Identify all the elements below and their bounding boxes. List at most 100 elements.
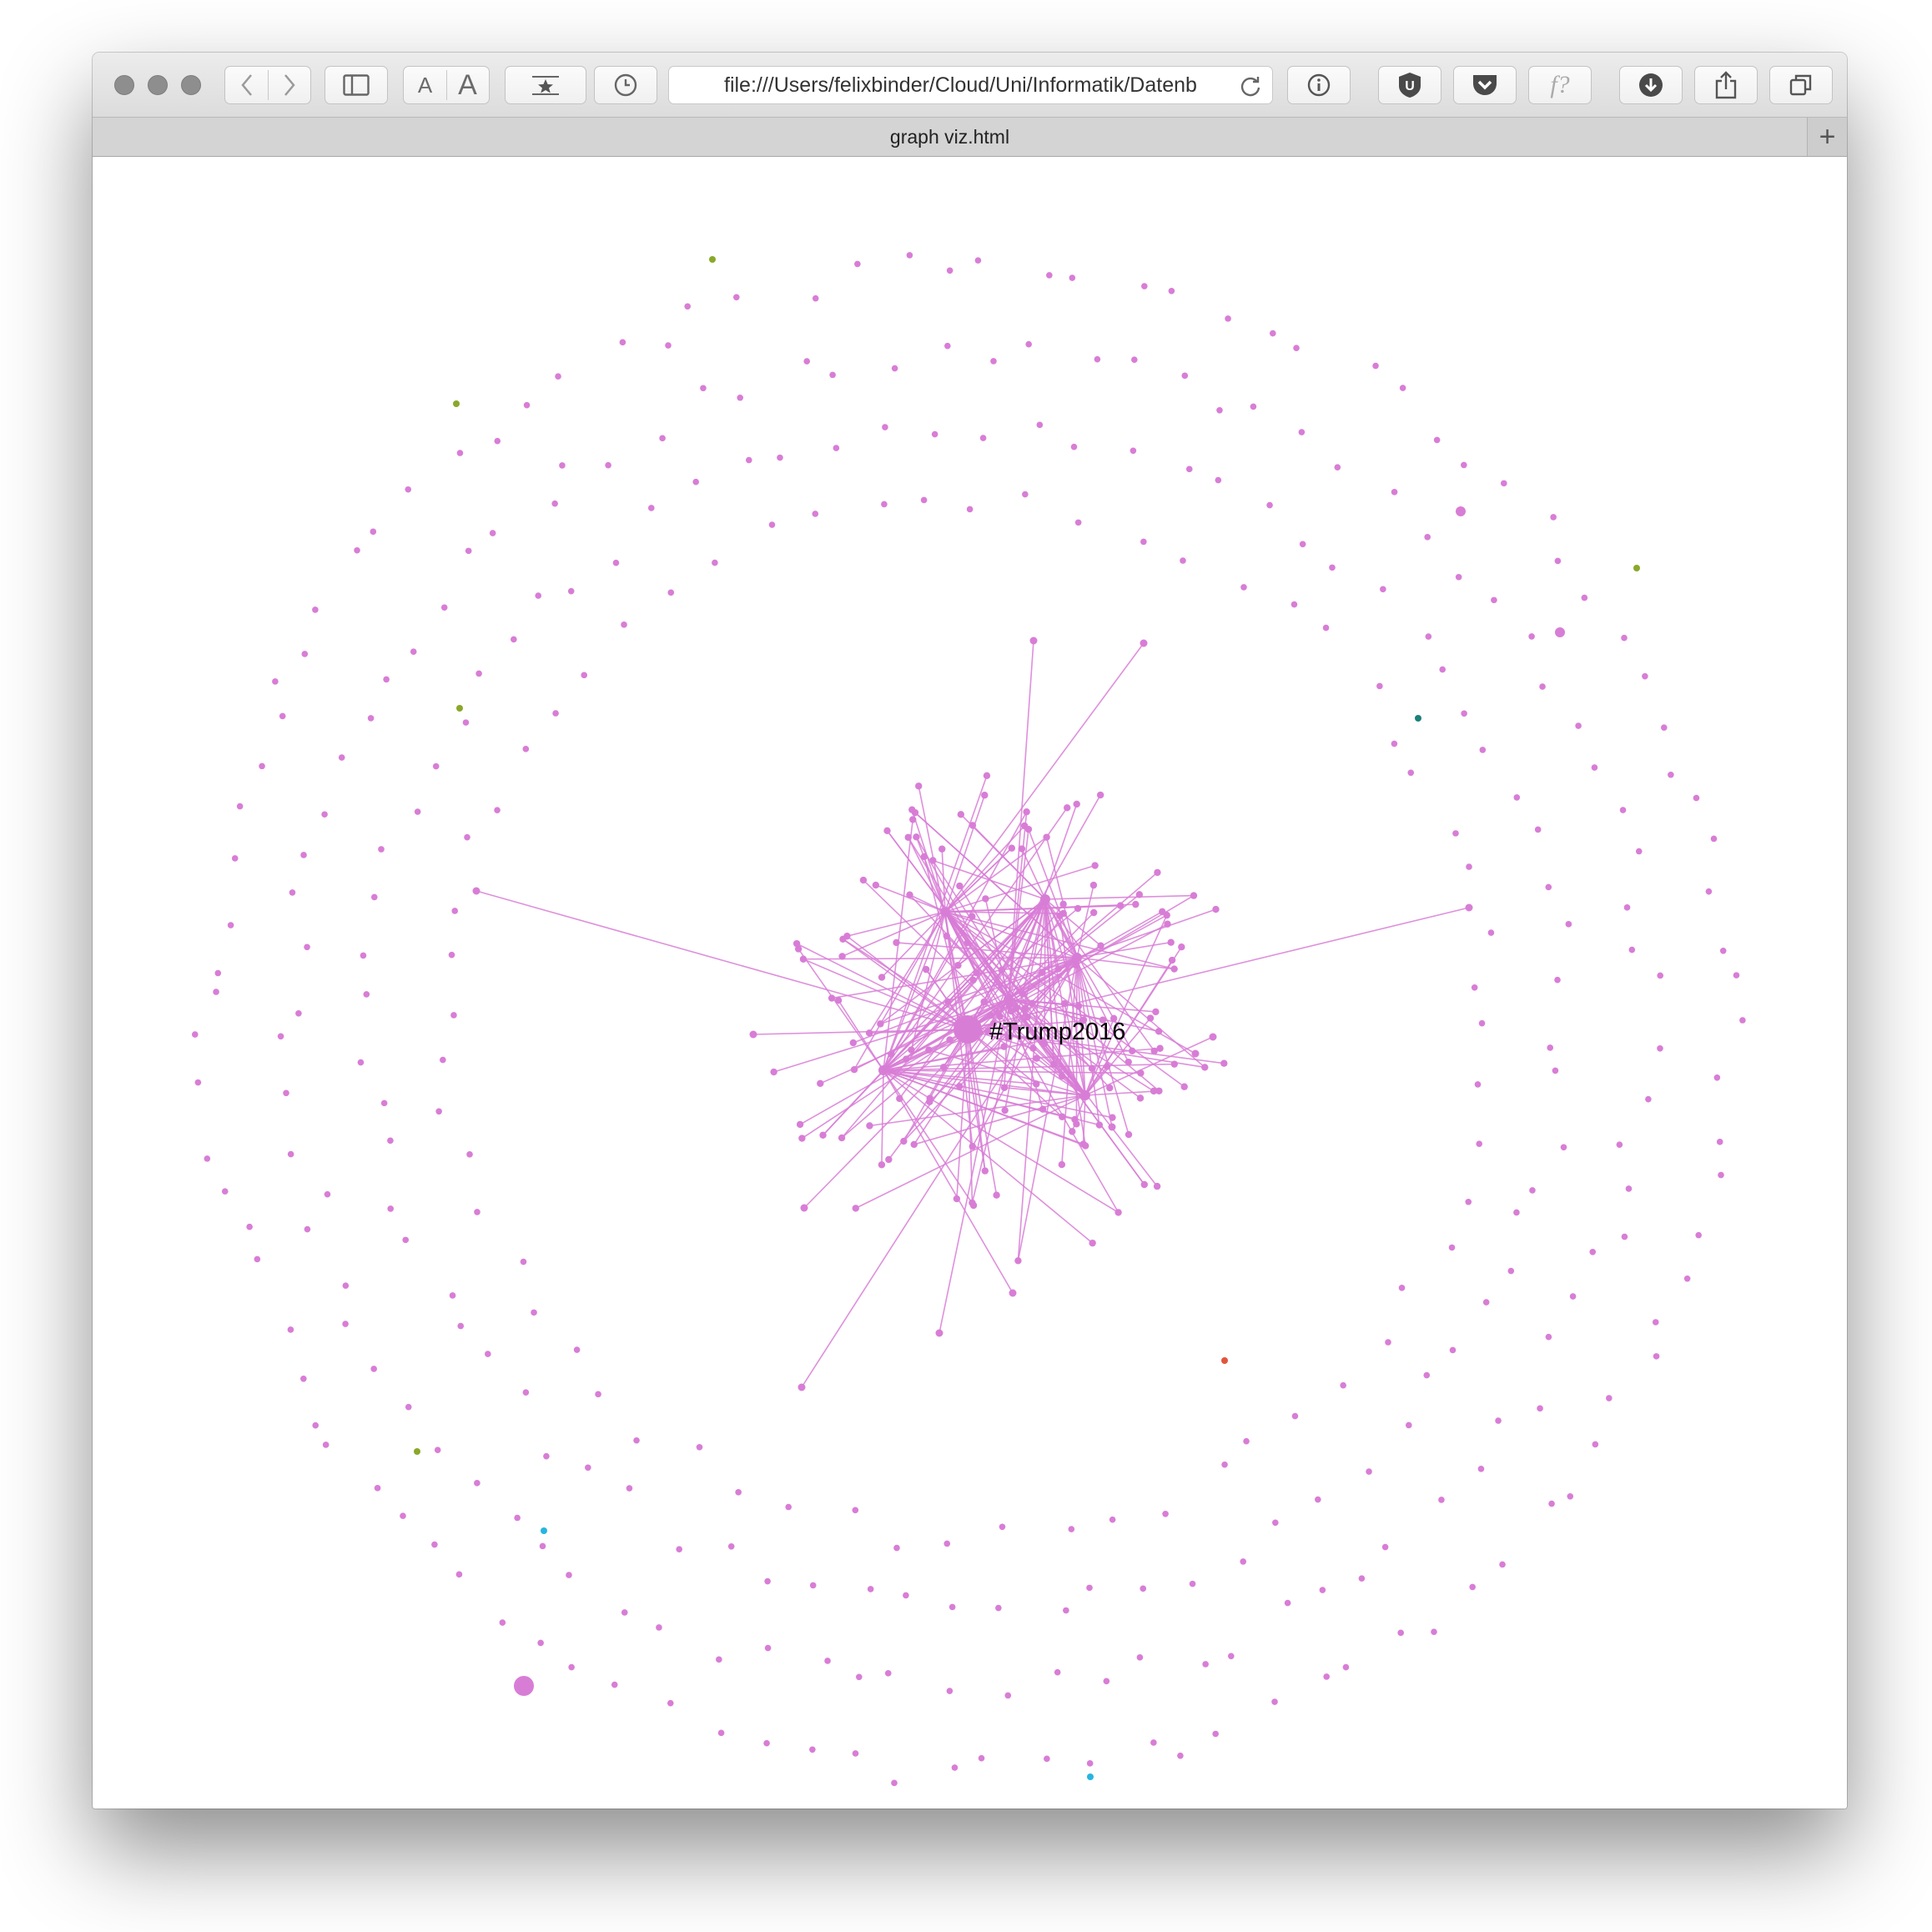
graph-node[interactable] bbox=[1156, 1044, 1164, 1052]
graph-node[interactable] bbox=[973, 969, 980, 977]
graph-node[interactable] bbox=[535, 592, 542, 599]
graph-node[interactable] bbox=[906, 891, 913, 898]
graph-node[interactable] bbox=[904, 833, 912, 841]
graph-node[interactable] bbox=[387, 1137, 394, 1145]
graph-node[interactable] bbox=[1109, 1516, 1116, 1523]
graph-node[interactable] bbox=[1657, 1044, 1663, 1052]
graph-node[interactable] bbox=[1645, 1095, 1652, 1103]
graph-node[interactable] bbox=[908, 1046, 915, 1054]
graph-node[interactable] bbox=[881, 501, 888, 508]
graph-node[interactable] bbox=[1507, 1267, 1515, 1275]
graph-node[interactable] bbox=[1461, 710, 1467, 717]
graph-node[interactable] bbox=[980, 998, 988, 1006]
graph-node[interactable] bbox=[626, 1485, 633, 1492]
graph-node[interactable] bbox=[1170, 965, 1178, 973]
graph-node[interactable] bbox=[1476, 1140, 1483, 1147]
graph-node[interactable] bbox=[300, 1375, 307, 1382]
graph-node[interactable] bbox=[1713, 1074, 1721, 1081]
graph-node[interactable] bbox=[809, 1746, 816, 1753]
graph-node[interactable] bbox=[700, 385, 707, 392]
graph-node[interactable] bbox=[1096, 791, 1104, 799]
graph-node[interactable] bbox=[1063, 1607, 1069, 1614]
graph-node[interactable] bbox=[514, 1514, 521, 1522]
graph-node[interactable] bbox=[1038, 1037, 1045, 1044]
graph-node[interactable] bbox=[1334, 464, 1341, 470]
graph-node[interactable] bbox=[449, 1292, 456, 1299]
graph-node[interactable] bbox=[204, 1155, 211, 1162]
graph-node[interactable] bbox=[380, 1099, 388, 1107]
graph-node[interactable] bbox=[929, 857, 937, 864]
graph-node[interactable] bbox=[1135, 891, 1144, 898]
graph-node[interactable] bbox=[214, 969, 222, 977]
graph-node[interactable] bbox=[1046, 272, 1053, 279]
graph-node[interactable] bbox=[1029, 999, 1036, 1007]
close-window-button[interactable] bbox=[114, 75, 134, 95]
graph-node[interactable] bbox=[828, 994, 836, 1002]
graph-node[interactable] bbox=[455, 1571, 463, 1578]
graph-node[interactable] bbox=[1191, 1049, 1200, 1058]
graph-node[interactable] bbox=[946, 267, 953, 274]
graph-node[interactable] bbox=[692, 478, 699, 486]
graph-node[interactable] bbox=[717, 1729, 725, 1737]
graph-node[interactable] bbox=[856, 1673, 863, 1681]
graph-node[interactable] bbox=[799, 955, 808, 963]
graph-node[interactable] bbox=[1136, 1654, 1144, 1661]
graph-node[interactable] bbox=[1323, 1673, 1330, 1680]
graph-node[interactable] bbox=[448, 951, 455, 958]
graph-node[interactable] bbox=[803, 358, 811, 365]
graph-node[interactable] bbox=[566, 1572, 572, 1578]
graph-node[interactable] bbox=[1272, 1519, 1279, 1527]
graph-node[interactable] bbox=[1116, 902, 1124, 909]
graph-node[interactable] bbox=[1059, 909, 1067, 918]
graph-node[interactable] bbox=[567, 587, 575, 595]
graph-node[interactable] bbox=[1716, 1139, 1723, 1145]
graph-node[interactable] bbox=[1012, 1004, 1019, 1013]
graph-node[interactable] bbox=[1178, 943, 1185, 951]
graph-node[interactable] bbox=[1372, 362, 1379, 370]
graph-node[interactable] bbox=[1094, 355, 1101, 363]
graph-node[interactable] bbox=[1089, 1239, 1096, 1247]
graph-node[interactable] bbox=[1059, 1113, 1066, 1120]
tab-title[interactable]: graph viz.html bbox=[889, 126, 1010, 148]
graph-node[interactable] bbox=[1621, 1233, 1628, 1240]
graph-node[interactable] bbox=[900, 1137, 908, 1145]
graph-node[interactable] bbox=[1552, 1067, 1559, 1074]
graph-node[interactable] bbox=[1089, 881, 1098, 889]
graph-node[interactable] bbox=[1140, 1585, 1147, 1592]
graph-node[interactable] bbox=[1623, 904, 1631, 911]
graph-node[interactable] bbox=[1124, 1058, 1132, 1066]
graph-node[interactable] bbox=[1465, 903, 1473, 912]
graph-node[interactable] bbox=[1054, 1668, 1061, 1676]
graph-node[interactable] bbox=[819, 1131, 827, 1139]
graph-node[interactable] bbox=[1103, 1063, 1111, 1070]
graph-node[interactable] bbox=[338, 754, 345, 761]
graph-node[interactable] bbox=[1478, 1019, 1486, 1027]
graph-node[interactable] bbox=[1455, 573, 1462, 581]
graph-node[interactable] bbox=[1150, 1739, 1157, 1746]
graph-node[interactable] bbox=[1004, 1692, 1012, 1699]
graph-node[interactable] bbox=[1660, 724, 1668, 731]
graph-node[interactable] bbox=[451, 908, 459, 914]
graph-node[interactable] bbox=[1155, 1028, 1163, 1035]
graph-node[interactable] bbox=[537, 1639, 544, 1647]
graph-node[interactable] bbox=[1315, 1496, 1321, 1503]
graph-node[interactable] bbox=[882, 424, 888, 430]
graph-node[interactable] bbox=[1212, 1730, 1219, 1738]
graph-node[interactable] bbox=[1425, 633, 1432, 640]
graph-node[interactable] bbox=[370, 1366, 377, 1372]
graph-node[interactable] bbox=[659, 435, 666, 442]
graph-node[interactable] bbox=[1136, 1094, 1145, 1102]
graph-node[interactable] bbox=[1212, 905, 1220, 913]
graph-node[interactable] bbox=[456, 450, 464, 456]
graph-node[interactable] bbox=[523, 401, 531, 409]
graph-node[interactable] bbox=[1108, 1123, 1116, 1131]
graph-node[interactable] bbox=[1479, 747, 1487, 753]
graph-node[interactable] bbox=[951, 1764, 958, 1771]
graph-node[interactable] bbox=[1000, 1043, 1008, 1050]
graph-node[interactable] bbox=[1079, 1140, 1087, 1148]
reader-button[interactable] bbox=[505, 66, 586, 104]
graph-node[interactable] bbox=[1153, 1182, 1161, 1190]
graph-node[interactable] bbox=[1501, 480, 1507, 487]
graph-node[interactable] bbox=[1550, 514, 1557, 521]
graph-node[interactable] bbox=[585, 1464, 591, 1472]
